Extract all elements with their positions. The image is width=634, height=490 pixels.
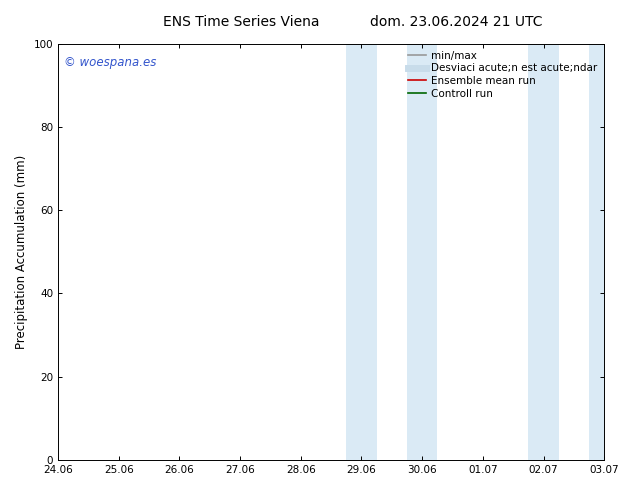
Text: © woespana.es: © woespana.es xyxy=(63,56,156,69)
Text: ENS Time Series Viena: ENS Time Series Viena xyxy=(163,15,319,29)
Y-axis label: Precipitation Accumulation (mm): Precipitation Accumulation (mm) xyxy=(15,155,28,349)
Bar xyxy=(346,44,377,460)
Bar xyxy=(407,44,437,460)
Bar xyxy=(528,44,559,460)
Text: dom. 23.06.2024 21 UTC: dom. 23.06.2024 21 UTC xyxy=(370,15,543,29)
Legend: min/max, Desviaci acute;n est acute;ndar, Ensemble mean run, Controll run: min/max, Desviaci acute;n est acute;ndar… xyxy=(406,49,599,100)
Bar xyxy=(589,44,619,460)
